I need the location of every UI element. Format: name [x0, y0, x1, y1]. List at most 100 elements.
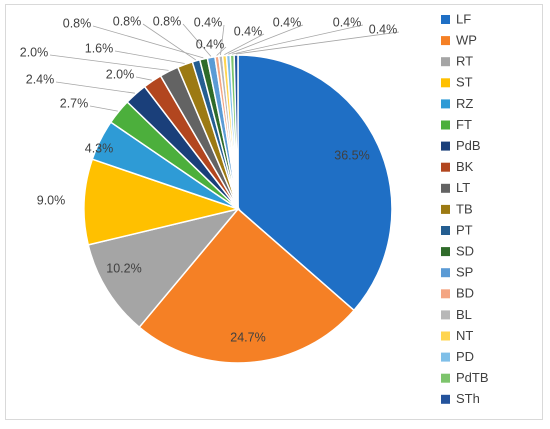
data-label-rz: 4.3% [85, 141, 114, 155]
leader-line-tb [114, 50, 185, 64]
legend-item-bk: BK [441, 159, 474, 174]
legend-item-st: ST [441, 75, 473, 90]
legend-item-sp: SP [441, 265, 473, 280]
leader-line-ft [89, 105, 118, 112]
legend-label-sd: SD [456, 244, 474, 259]
data-label-tb: 1.6% [85, 41, 114, 55]
legend-item-wp: WP [441, 33, 477, 48]
data-labels: 36.5% 24.7% 10.2% 9.0% 4.3% 2.7% 2.4% 2.0% 2.0% 1… [20, 14, 398, 344]
legend-swatch-bk [441, 162, 450, 172]
data-label-rt: 10.2% [106, 261, 141, 275]
legend-swatch-sd [441, 247, 450, 257]
legend-label-lf: LF [456, 11, 471, 26]
data-label-bl: 0.4% [194, 15, 223, 29]
legend-swatch-bd [441, 289, 450, 299]
leader-line-bk [135, 76, 152, 81]
legend-label-st: ST [456, 75, 473, 90]
legend-swatch-ft [441, 120, 450, 130]
pie-slice-rt [87, 207, 241, 329]
legend-label-sth: STh [456, 391, 480, 406]
legend-item-bd: BD [441, 286, 474, 301]
legend-item-lf: LF [441, 11, 471, 26]
data-label-wp: 24.7% [230, 330, 265, 344]
legend-swatch-lt [441, 183, 450, 193]
data-label-pdtb: 0.4% [333, 15, 362, 29]
legend-item-bl: BL [441, 307, 472, 322]
legend-swatch-pdtb [441, 373, 450, 383]
leader-line-bl [220, 24, 225, 56]
legend-label-pt: PT [456, 222, 473, 237]
legend-label-tb: TB [456, 201, 473, 216]
legend-label-pd: PD [456, 349, 474, 364]
leader-line-bd [216, 46, 227, 56]
leader-line-pdb [55, 81, 135, 94]
legend-label-rz: RZ [456, 96, 473, 111]
legend-item-pd: PD [441, 349, 474, 364]
data-label-lt: 2.0% [20, 45, 49, 59]
legend-item-pdb: PdB [441, 138, 481, 153]
legend-swatch-st [441, 78, 450, 88]
legend-swatch-rz [441, 99, 450, 109]
leader-line-sd [92, 25, 204, 59]
data-label-bd: 0.4% [196, 37, 225, 51]
data-label-pt: 0.8% [113, 14, 142, 28]
data-label-sd: 0.8% [63, 16, 92, 30]
legend-label-bl: BL [456, 307, 472, 322]
legend-item-sth: STh [441, 391, 480, 406]
legend-swatch-bl [441, 310, 450, 320]
leader-line-sp [182, 23, 212, 57]
leader-line-nt [224, 33, 265, 55]
leader-line-pdtb [232, 24, 364, 55]
data-label-bk: 2.0% [106, 67, 135, 81]
leader-line-sth [236, 31, 400, 55]
data-label-nt: 0.4% [234, 24, 263, 38]
legend-item-lt: LT [441, 180, 470, 195]
legend-label-pdtb: PdTB [456, 370, 489, 385]
legend-swatch-tb [441, 204, 450, 214]
data-label-lf: 36.5% [334, 148, 369, 162]
data-label-pdb: 2.4% [26, 72, 55, 86]
legend-item-ft: FT [441, 117, 472, 132]
legend-swatch-nt [441, 331, 450, 341]
legend-label-rt: RT [456, 54, 473, 69]
legend-label-wp: WP [456, 33, 477, 48]
leader-line-pd [228, 24, 304, 55]
data-label-pd: 0.4% [273, 15, 302, 29]
pie-slice-lf [237, 54, 393, 312]
legend-label-ft: FT [456, 117, 472, 132]
legend-label-pdb: PdB [456, 138, 481, 153]
legend-item-sd: SD [441, 244, 474, 259]
legend-swatch-pt [441, 226, 450, 235]
leader-lines [49, 23, 400, 112]
legend-label-lt: LT [456, 180, 470, 195]
data-label-sth: 0.4% [369, 22, 398, 36]
legend-item-tb: TB [441, 201, 473, 216]
legend-swatch-sp [441, 268, 450, 278]
data-label-ft: 2.7% [60, 96, 89, 110]
pie-slice-wp [138, 207, 356, 364]
legend-swatch-sth [441, 394, 450, 404]
legend-item-nt: NT [441, 328, 473, 343]
data-label-st: 9.0% [37, 193, 66, 207]
legend-label-bd: BD [456, 286, 474, 301]
data-label-sp: 0.8% [153, 14, 182, 28]
legend-swatch-pdb [441, 141, 450, 151]
legend-label-nt: NT [456, 328, 473, 343]
legend-label-bk: BK [456, 159, 474, 174]
legend-label-sp: SP [456, 265, 473, 280]
pie-slices [83, 54, 393, 364]
legend-item-pdtb: PdTB [441, 370, 489, 385]
leader-line-lt [49, 54, 169, 71]
legend-item-rz: RZ [441, 96, 473, 111]
pie-slice-st [83, 158, 241, 246]
legend-swatch-rt [441, 57, 450, 67]
legend-swatch-pd [441, 352, 450, 362]
legend-swatch-wp [441, 36, 450, 46]
legend-swatch-lf [441, 15, 450, 24]
legend-item-pt: PT [441, 222, 473, 237]
legend-item-rt: RT [441, 54, 473, 69]
legend: LF WP RT ST RZ FT PdB BK LT TB PT SD SP BD BL NT PD PdTB S… [441, 11, 489, 406]
pie-slice-sth [233, 54, 239, 210]
leader-line-pt [142, 23, 197, 61]
